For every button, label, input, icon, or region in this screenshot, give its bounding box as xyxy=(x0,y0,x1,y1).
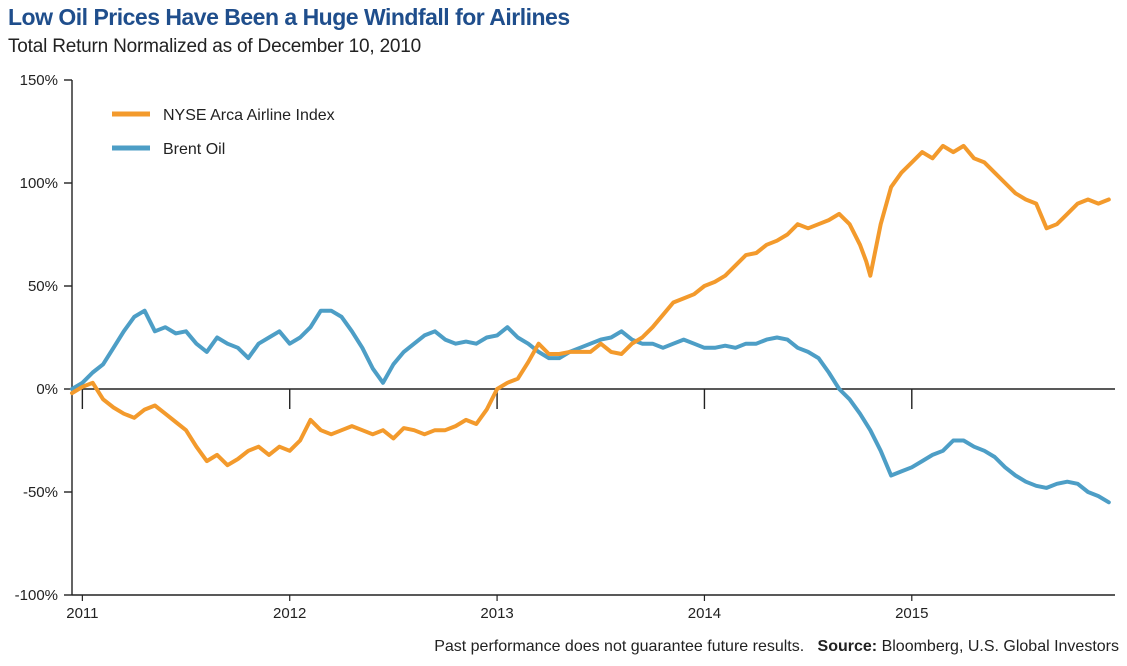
y-tick-label: 150% xyxy=(20,72,58,89)
disclaimer-text: Past performance does not guarantee futu… xyxy=(434,638,805,655)
x-tick-label: 2013 xyxy=(480,605,513,622)
x-tick-label: 2011 xyxy=(66,605,98,622)
legend-label: Brent Oil xyxy=(163,141,225,158)
brent-oil-line xyxy=(70,308,1111,505)
y-tick-label: 100% xyxy=(20,175,58,192)
y-tick-label: -50% xyxy=(23,484,58,501)
y-tick-label: 0% xyxy=(36,381,58,398)
series-group xyxy=(70,143,1111,505)
source-label: Source: xyxy=(817,638,878,655)
y-tick-label: 50% xyxy=(28,278,58,295)
chart-title: Low Oil Prices Have Been a Huge Windfall… xyxy=(8,4,570,30)
legend-label: NYSE Arca Airline Index xyxy=(163,107,335,124)
source-text: Bloomberg, U.S. Global Investors xyxy=(881,638,1119,655)
chart-subtitle: Total Return Normalized as of December 1… xyxy=(8,36,422,57)
x-tick-label: 2012 xyxy=(273,605,306,622)
airline-index-line xyxy=(70,143,1111,468)
axes-group: 150% 100% 50% 0% -50% -100% 2011 2012 2013 2014 20… xyxy=(15,72,1115,622)
y-tick-label: -100% xyxy=(15,587,58,604)
x-tick-label: 2014 xyxy=(688,605,721,622)
legend: NYSE Arca Airline Index Brent Oil xyxy=(112,107,335,158)
footer-note: Past performance does not guarantee futu… xyxy=(434,638,1119,656)
x-tick-label: 2015 xyxy=(895,605,928,622)
